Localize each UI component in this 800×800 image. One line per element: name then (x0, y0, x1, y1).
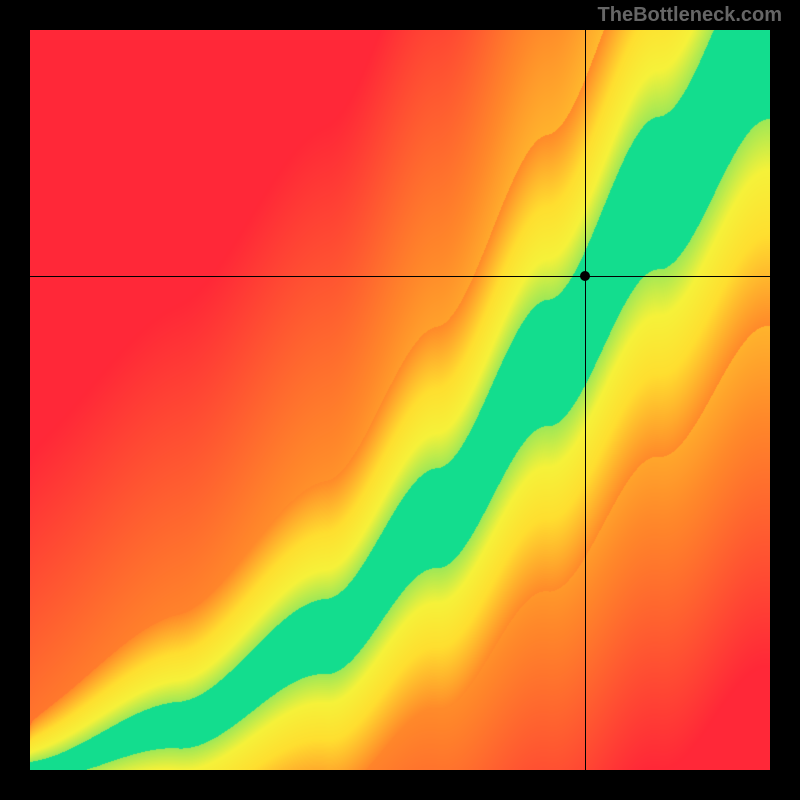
crosshair-horizontal (30, 276, 770, 277)
watermark-text: TheBottleneck.com (598, 4, 782, 27)
crosshair-marker (580, 271, 590, 281)
crosshair-vertical (585, 30, 586, 770)
heatmap-chart (30, 30, 770, 770)
heatmap-canvas (30, 30, 770, 770)
